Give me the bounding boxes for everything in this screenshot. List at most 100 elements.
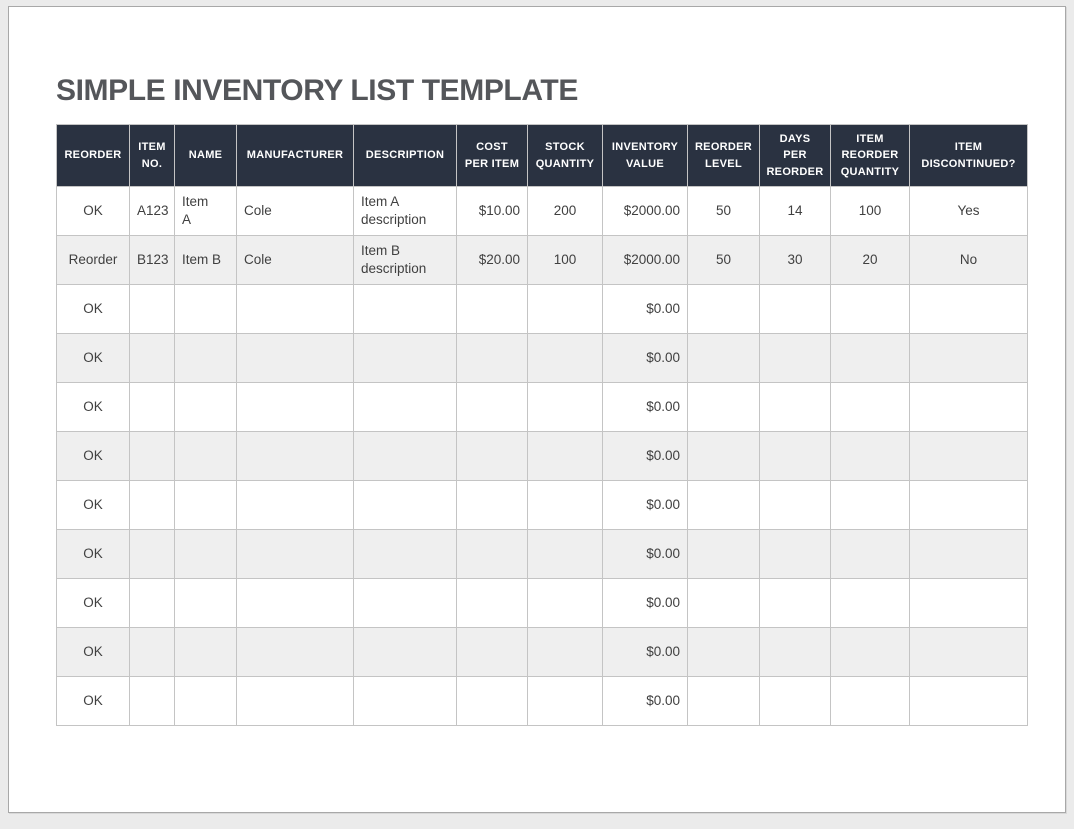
cell-reorder-level[interactable] xyxy=(687,333,760,383)
cell-reorder-level[interactable] xyxy=(687,578,760,628)
cell-days-per-reorder[interactable]: 30 xyxy=(759,235,831,285)
cell-inventory-value[interactable]: $0.00 xyxy=(602,676,688,726)
cell-inventory-value[interactable]: $0.00 xyxy=(602,578,688,628)
cell-reorder[interactable]: OK xyxy=(56,382,130,432)
cell-stock-quantity[interactable] xyxy=(527,333,603,383)
cell-manufacturer[interactable] xyxy=(236,431,354,481)
cell-item-discontinued[interactable]: Yes xyxy=(909,186,1028,236)
cell-reorder[interactable]: OK xyxy=(56,578,130,628)
cell-item-no[interactable] xyxy=(129,431,175,481)
cell-manufacturer[interactable]: Cole xyxy=(236,235,354,285)
cell-item-reorder-quantity[interactable] xyxy=(830,480,910,530)
cell-item-no[interactable] xyxy=(129,333,175,383)
cell-item-discontinued[interactable] xyxy=(909,627,1028,677)
cell-name[interactable]: Item A xyxy=(174,186,237,236)
cell-manufacturer[interactable] xyxy=(236,627,354,677)
cell-name[interactable] xyxy=(174,627,237,677)
cell-name[interactable] xyxy=(174,480,237,530)
cell-description[interactable]: Item B description xyxy=(353,235,457,285)
cell-stock-quantity[interactable] xyxy=(527,382,603,432)
cell-item-discontinued[interactable] xyxy=(909,382,1028,432)
cell-reorder-level[interactable] xyxy=(687,284,760,334)
cell-manufacturer[interactable] xyxy=(236,480,354,530)
cell-item-discontinued[interactable] xyxy=(909,529,1028,579)
cell-reorder[interactable]: OK xyxy=(56,676,130,726)
cell-name[interactable]: Item B xyxy=(174,235,237,285)
cell-name[interactable] xyxy=(174,578,237,628)
cell-item-no[interactable] xyxy=(129,676,175,726)
cell-item-no[interactable] xyxy=(129,627,175,677)
cell-inventory-value[interactable]: $0.00 xyxy=(602,627,688,677)
cell-manufacturer[interactable] xyxy=(236,578,354,628)
cell-reorder[interactable]: Reorder xyxy=(56,235,130,285)
cell-item-reorder-quantity[interactable] xyxy=(830,431,910,481)
cell-name[interactable] xyxy=(174,284,237,334)
cell-name[interactable] xyxy=(174,431,237,481)
cell-item-discontinued[interactable] xyxy=(909,284,1028,334)
cell-item-no[interactable] xyxy=(129,578,175,628)
cell-inventory-value[interactable]: $2000.00 xyxy=(602,186,688,236)
cell-manufacturer[interactable]: Cole xyxy=(236,186,354,236)
cell-inventory-value[interactable]: $0.00 xyxy=(602,284,688,334)
cell-item-reorder-quantity[interactable] xyxy=(830,578,910,628)
cell-cost-per-item[interactable] xyxy=(456,333,528,383)
cell-item-reorder-quantity[interactable] xyxy=(830,676,910,726)
cell-stock-quantity[interactable] xyxy=(527,529,603,579)
cell-stock-quantity[interactable]: 100 xyxy=(527,235,603,285)
cell-description[interactable] xyxy=(353,382,457,432)
cell-reorder[interactable]: OK xyxy=(56,529,130,579)
cell-days-per-reorder[interactable] xyxy=(759,333,831,383)
cell-stock-quantity[interactable] xyxy=(527,578,603,628)
cell-reorder-level[interactable] xyxy=(687,382,760,432)
cell-cost-per-item[interactable]: $20.00 xyxy=(456,235,528,285)
cell-item-discontinued[interactable] xyxy=(909,480,1028,530)
cell-item-no[interactable] xyxy=(129,529,175,579)
cell-description[interactable]: Item A description xyxy=(353,186,457,236)
cell-item-reorder-quantity[interactable] xyxy=(830,333,910,383)
cell-stock-quantity[interactable]: 200 xyxy=(527,186,603,236)
cell-stock-quantity[interactable] xyxy=(527,676,603,726)
cell-stock-quantity[interactable] xyxy=(527,627,603,677)
cell-inventory-value[interactable]: $0.00 xyxy=(602,382,688,432)
cell-description[interactable] xyxy=(353,431,457,481)
cell-item-discontinued[interactable] xyxy=(909,578,1028,628)
cell-reorder[interactable]: OK xyxy=(56,284,130,334)
cell-item-no[interactable]: B123 xyxy=(129,235,175,285)
cell-inventory-value[interactable]: $0.00 xyxy=(602,529,688,579)
cell-days-per-reorder[interactable]: 14 xyxy=(759,186,831,236)
cell-stock-quantity[interactable] xyxy=(527,284,603,334)
cell-description[interactable] xyxy=(353,627,457,677)
cell-manufacturer[interactable] xyxy=(236,676,354,726)
cell-description[interactable] xyxy=(353,333,457,383)
cell-days-per-reorder[interactable] xyxy=(759,578,831,628)
cell-cost-per-item[interactable] xyxy=(456,431,528,481)
cell-cost-per-item[interactable]: $10.00 xyxy=(456,186,528,236)
cell-item-reorder-quantity[interactable] xyxy=(830,627,910,677)
cell-description[interactable] xyxy=(353,529,457,579)
cell-days-per-reorder[interactable] xyxy=(759,431,831,481)
cell-description[interactable] xyxy=(353,480,457,530)
cell-cost-per-item[interactable] xyxy=(456,480,528,530)
cell-reorder-level[interactable] xyxy=(687,529,760,579)
cell-inventory-value[interactable]: $0.00 xyxy=(602,480,688,530)
cell-reorder[interactable]: OK xyxy=(56,186,130,236)
cell-name[interactable] xyxy=(174,529,237,579)
cell-days-per-reorder[interactable] xyxy=(759,529,831,579)
cell-reorder[interactable]: OK xyxy=(56,627,130,677)
cell-cost-per-item[interactable] xyxy=(456,382,528,432)
cell-reorder-level[interactable]: 50 xyxy=(687,235,760,285)
cell-item-reorder-quantity[interactable]: 20 xyxy=(830,235,910,285)
cell-reorder-level[interactable] xyxy=(687,676,760,726)
cell-name[interactable] xyxy=(174,333,237,383)
cell-manufacturer[interactable] xyxy=(236,529,354,579)
cell-days-per-reorder[interactable] xyxy=(759,382,831,432)
cell-reorder[interactable]: OK xyxy=(56,431,130,481)
cell-cost-per-item[interactable] xyxy=(456,284,528,334)
cell-cost-per-item[interactable] xyxy=(456,529,528,579)
cell-days-per-reorder[interactable] xyxy=(759,627,831,677)
cell-days-per-reorder[interactable] xyxy=(759,284,831,334)
cell-cost-per-item[interactable] xyxy=(456,627,528,677)
cell-item-discontinued[interactable] xyxy=(909,333,1028,383)
cell-description[interactable] xyxy=(353,284,457,334)
cell-name[interactable] xyxy=(174,382,237,432)
